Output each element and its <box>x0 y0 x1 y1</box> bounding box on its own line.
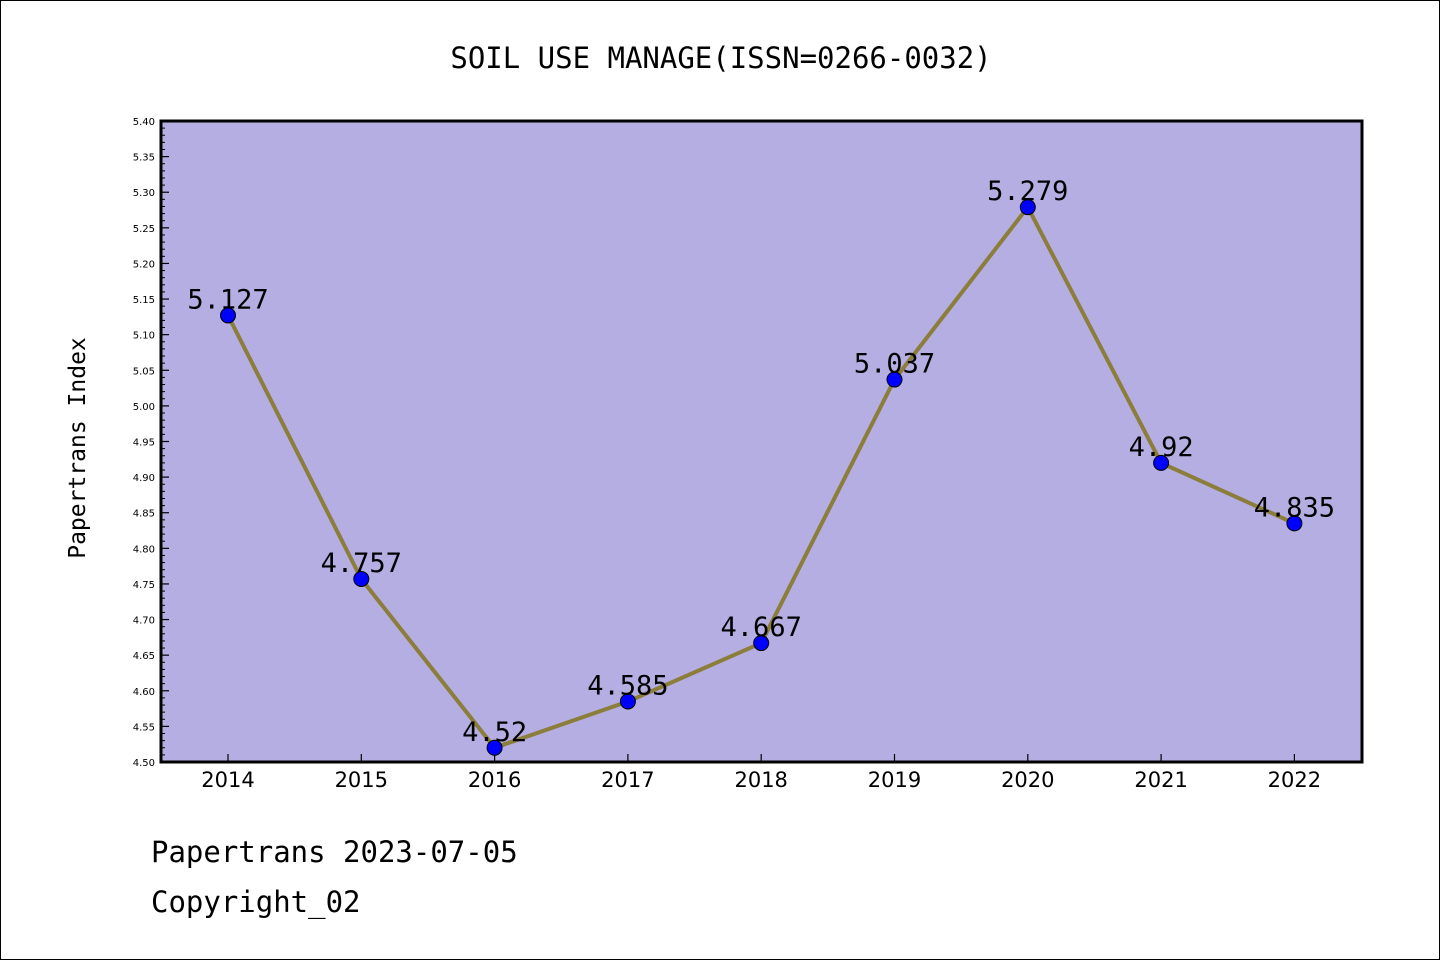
y-tick-label: 5.20 <box>133 259 155 270</box>
chart-title: SOIL USE MANAGE(ISSN=0266-0032) <box>450 41 991 75</box>
y-axis: 4.50 4.55 4.60 4.65 4.70 4.75 4.80 4.85 4.90 4.95… <box>133 117 169 769</box>
x-tick-label: 2014 <box>201 768 254 792</box>
y-tick-label: 5.30 <box>133 188 155 199</box>
y-axis-label: Papertrans Index <box>65 337 91 559</box>
x-tick-label: 2019 <box>868 768 921 792</box>
y-tick-label: 4.70 <box>133 616 155 627</box>
y-tick-label: 4.80 <box>133 544 155 555</box>
y-tick-label: 5.15 <box>133 295 155 306</box>
x-tick-label: 2017 <box>601 768 654 792</box>
data-label: 4.757 <box>321 548 402 579</box>
y-tick-label: 4.85 <box>133 509 155 520</box>
y-tick-label: 4.90 <box>133 473 155 484</box>
data-point <box>619 693 636 710</box>
footer-copyright: Copyright_02 <box>151 885 361 919</box>
data-point <box>220 307 236 324</box>
y-tick-label: 5.35 <box>133 153 155 164</box>
x-tick-label: 2018 <box>734 768 787 792</box>
y-tick-label: 4.55 <box>133 722 155 733</box>
series-layer: 5.127 4.757 4.52 4.585 4.667 5.037 5.279 4.92 4.… <box>187 176 1335 756</box>
data-point <box>486 739 503 756</box>
y-tick-label: 5.40 <box>133 117 155 128</box>
data-label: 4.585 <box>587 670 668 701</box>
x-axis: 2014 2015 2016 2017 2018 2019 2020 2021 2022 <box>201 754 1321 792</box>
footer-source: Papertrans 2023-07-05 <box>151 835 518 869</box>
x-tick-label: 2016 <box>468 768 521 792</box>
data-label: 4.52 <box>462 717 527 748</box>
x-tick-label: 2022 <box>1268 768 1321 792</box>
y-tick-label: 5.25 <box>133 224 155 235</box>
y-tick-label: 4.50 <box>133 758 155 769</box>
y-tick-label: 4.60 <box>133 687 155 698</box>
y-tick-label: 5.05 <box>133 366 155 377</box>
y-tick-label: 5.10 <box>133 331 155 342</box>
x-tick-label: 2021 <box>1134 768 1187 792</box>
data-point <box>1286 515 1303 532</box>
data-point <box>1019 199 1036 216</box>
data-point <box>753 635 770 652</box>
y-tick-label: 4.75 <box>133 580 155 591</box>
data-label: 5.279 <box>987 176 1068 207</box>
data-label: 4.835 <box>1254 492 1335 523</box>
x-tick-label: 2020 <box>1001 768 1054 792</box>
y-tick-label: 4.65 <box>133 651 155 662</box>
plot-area <box>161 121 1362 762</box>
y-tick-label: 5.00 <box>133 402 155 413</box>
data-label: 4.92 <box>1129 432 1194 463</box>
data-label: 5.127 <box>187 284 268 315</box>
plot-border <box>159 119 1364 764</box>
data-point <box>886 371 903 388</box>
data-label: 4.667 <box>721 612 802 643</box>
data-label: 5.037 <box>854 349 935 380</box>
data-point <box>1153 454 1170 471</box>
data-point <box>353 570 370 587</box>
y-tick-label: 4.95 <box>133 438 155 449</box>
x-tick-label: 2015 <box>335 768 388 792</box>
